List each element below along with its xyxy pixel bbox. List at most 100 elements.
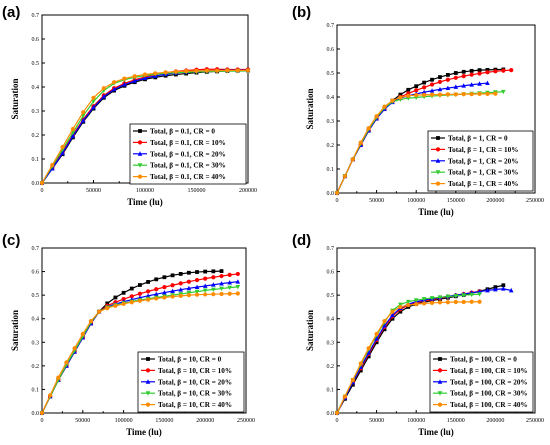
series-5	[334, 299, 482, 416]
data-point	[390, 98, 395, 103]
y-tick-label: 0.2	[32, 133, 40, 139]
legend: Total, β = 100, CR = 0 Total, β = 100, CR…	[429, 351, 534, 413]
data-point	[453, 293, 459, 299]
data-point	[178, 293, 183, 298]
y-tick-label: 0.7	[327, 246, 335, 252]
data-point	[485, 91, 490, 96]
legend-swatch-marker	[145, 368, 151, 373]
data-point	[219, 291, 224, 297]
y-tick-label: 0.7	[32, 13, 40, 19]
y-axis-title: Saturation	[10, 78, 20, 119]
x-axis-title: Time (lu)	[418, 207, 454, 217]
y-tick-label: 0.2	[32, 364, 40, 370]
data-point	[350, 157, 355, 162]
data-point	[469, 68, 474, 73]
x-tick-label: 150000	[188, 188, 206, 194]
data-point	[194, 68, 199, 74]
data-point	[429, 296, 435, 301]
y-axis-title: Saturation	[10, 310, 20, 351]
chart-panel-3: (c) 0.0 0.1 0.2 0.3 0.4 0.5 0.6 0.7 0 50000 100000 1…	[2, 232, 255, 437]
legend-entry: Total, β = 0.1, CR = 40%	[150, 173, 226, 181]
data-point	[469, 72, 474, 77]
x-axis-title: Time (lu)	[418, 427, 454, 437]
legend-swatch-marker	[437, 402, 443, 407]
data-point	[414, 88, 419, 93]
data-point	[445, 77, 450, 82]
data-point	[485, 80, 490, 85]
data-point	[405, 299, 411, 305]
data-point	[50, 162, 55, 168]
data-point	[350, 382, 355, 387]
data-point	[477, 299, 482, 304]
legend-swatch-marker	[137, 174, 143, 179]
data-point	[493, 91, 498, 96]
data-point	[154, 277, 159, 282]
y-tick-label: 0.3	[327, 119, 335, 125]
data-point	[91, 99, 96, 104]
y-tick-label: 0.4	[32, 85, 40, 91]
legend-entry: Total, β = 0.1, CR = 20%	[150, 150, 226, 158]
x-tick-label: 100000	[136, 188, 154, 194]
y-tick-label: 0.1	[32, 157, 40, 163]
data-point	[461, 69, 466, 74]
data-point	[453, 75, 458, 80]
data-point	[112, 80, 117, 85]
x-tick-label: 0	[41, 418, 44, 424]
chart-panel-2: (b) 0.0 0.1 0.2 0.3 0.4 0.5 0.6 0.7 0 50000 100000 1…	[292, 4, 544, 217]
x-tick-label: 200000	[196, 418, 214, 424]
data-point	[129, 294, 134, 299]
data-point	[204, 68, 209, 73]
panel-label: (c)	[2, 232, 20, 249]
y-tick-label: 0.4	[32, 317, 40, 323]
y-axis-title: Saturation	[305, 88, 315, 129]
data-point	[48, 393, 53, 398]
data-point	[111, 86, 117, 92]
data-point	[97, 309, 102, 314]
legend-swatch-marker	[145, 379, 151, 384]
data-point	[170, 273, 175, 278]
data-point	[437, 79, 443, 84]
legend-swatch-marker	[145, 391, 151, 396]
legend-entry: Total, β = 1, CR = 0	[448, 135, 508, 143]
data-point	[145, 297, 151, 302]
x-tick-label: 200000	[486, 198, 504, 204]
data-point	[406, 93, 411, 98]
legend-swatch-marker	[435, 181, 441, 186]
data-point	[186, 279, 191, 284]
data-point	[211, 292, 216, 297]
legend: Total, β = 1, CR = 0 Total, β = 1, CR = 1…	[427, 130, 534, 192]
data-point	[485, 70, 490, 75]
data-point	[422, 301, 427, 306]
data-point	[445, 85, 451, 91]
data-point	[80, 331, 85, 337]
data-point	[203, 292, 208, 297]
legend-swatch-marker	[137, 163, 143, 168]
data-point	[429, 88, 435, 93]
data-point	[342, 174, 348, 179]
x-tick-label: 250000	[237, 418, 255, 424]
y-tick-label: 0.6	[32, 37, 40, 43]
data-point	[477, 91, 482, 96]
x-tick-label: 50000	[369, 418, 384, 424]
legend-swatch-marker	[437, 391, 443, 396]
data-point	[113, 303, 118, 308]
data-point	[422, 85, 427, 90]
data-point	[72, 346, 77, 351]
data-point	[485, 287, 490, 293]
data-point	[56, 375, 61, 380]
data-point	[469, 292, 474, 298]
data-point	[390, 309, 395, 314]
y-tick-label: 0.2	[327, 143, 335, 149]
data-point	[501, 283, 506, 288]
data-point	[211, 282, 216, 287]
legend-entry: Total, β = 100, CR = 40%	[450, 401, 528, 409]
data-point	[80, 118, 86, 123]
legend-entry: Total, β = 10, CR = 30%	[158, 390, 232, 398]
data-point	[422, 92, 427, 97]
y-tick-label: 0.3	[327, 340, 335, 346]
data-point	[414, 92, 419, 98]
data-point	[437, 86, 443, 92]
data-point	[137, 298, 143, 303]
y-tick-label: 0.2	[327, 364, 335, 370]
